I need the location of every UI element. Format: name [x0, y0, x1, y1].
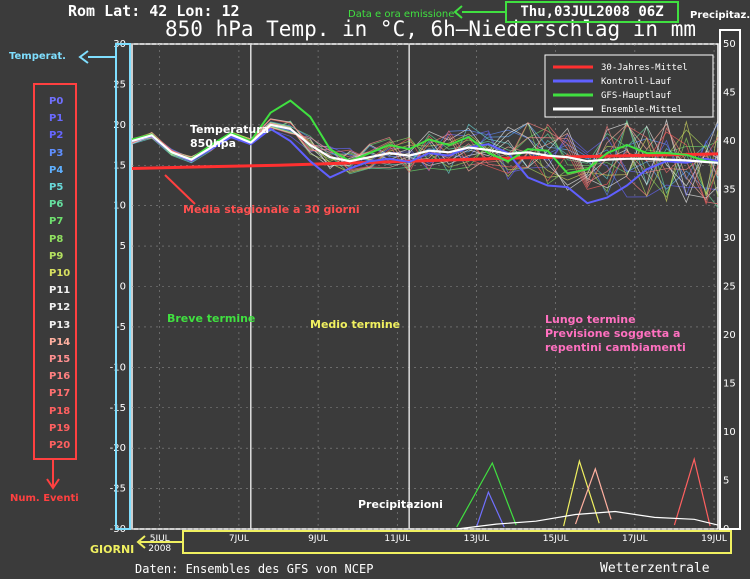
temperature-axis-bracket: [115, 43, 131, 530]
x-tick-label: 17JUL: [622, 534, 648, 544]
y-tick-label: 5: [120, 241, 126, 252]
y2-tick-label: 25: [723, 282, 736, 293]
run-label: P11: [49, 285, 71, 297]
x-tick-label: 13JUL: [464, 534, 490, 544]
run-label: P7: [49, 216, 64, 228]
y-tick-label: -15: [110, 403, 126, 414]
days-arrowhead: [136, 535, 146, 549]
run-arrowhead: [46, 478, 60, 490]
run-label: P19: [49, 422, 71, 434]
y2-tick-label: 40: [723, 136, 736, 147]
long-range-note-2: repentini cambiamenti: [545, 341, 686, 354]
emission-arrowhead: [453, 5, 463, 19]
y-tick-label: 15: [113, 160, 126, 171]
days-axis-bracket: [182, 530, 732, 554]
x-tick-label: 2008: [148, 544, 171, 554]
run-label: P3: [49, 147, 64, 159]
y2-tick-label: 10: [723, 427, 736, 438]
y-tick-label: 0: [120, 282, 126, 293]
x-tick-label: 15JUL: [543, 534, 569, 544]
long-range-annotation: Lungo termine: [545, 313, 636, 326]
y2-tick-label: 35: [723, 185, 736, 196]
seasonal-mean-annotation: Media stagionale a 30 giorni: [183, 203, 360, 216]
long-range-note-1: Previsione soggetta a: [545, 327, 681, 340]
legend-entry: 30-Jahres-Mittel: [601, 63, 688, 73]
y2-tick-label: 5: [723, 476, 729, 487]
precipitation-line: [475, 490, 505, 528]
x-tick-label: 7JUL: [229, 534, 249, 544]
temperature-axis-tag: Temperat.: [9, 51, 66, 62]
y-tick-label: -20: [110, 443, 126, 454]
y2-tick-label: 50: [723, 39, 736, 50]
y2-tick-label: 45: [723, 88, 736, 99]
brand-label: Wetterzentrale: [600, 561, 710, 576]
precipitation-line: [673, 456, 711, 527]
run-label: P15: [49, 354, 71, 365]
run-label: P16: [49, 371, 71, 383]
medium-range-annotation: Medio termine: [310, 318, 401, 331]
location-label: Rom Lat: 42 Lon: 12: [68, 2, 240, 20]
run-label: P0: [49, 96, 64, 107]
x-tick-label: 11JUL: [384, 534, 410, 544]
y-tick-label: -25: [110, 484, 126, 495]
series-line-30-jahres-mittel: [131, 152, 719, 170]
legend-entry: GFS-Hauptlauf: [601, 91, 671, 101]
seasonal-pointer: [164, 174, 196, 205]
temperature-arrowhead: [78, 50, 89, 64]
precipitation-line: [456, 461, 517, 528]
run-label: P12: [49, 302, 71, 314]
data-source: Daten: Ensembles des GFS von NCEP: [135, 562, 374, 576]
series-line-kontroll-lauf: [131, 127, 719, 205]
x-tick-label: 9JUL: [308, 534, 328, 544]
run-label: P1: [49, 113, 64, 125]
emission-datetime: Thu,03JUL2008 06Z: [505, 1, 679, 23]
temperature-annotation-level: 850hpa: [190, 137, 237, 150]
legend-entry: Kontroll-Lauf: [601, 77, 671, 87]
precipitation-line: [456, 510, 719, 530]
y2-tick-label: 20: [723, 330, 736, 341]
run-label: P14: [49, 336, 71, 348]
run-label: P9: [49, 250, 64, 262]
precipitation-annotation: Precipitazioni: [358, 498, 443, 511]
precipitation-axis-tag: Precipitaz.: [690, 10, 750, 21]
precipitation-line: [563, 458, 600, 527]
run-label: P10: [49, 268, 71, 279]
run-label: P5: [49, 182, 64, 193]
y-tick-label: 20: [113, 120, 126, 131]
emission-label: Data e ora emissione: [348, 9, 455, 20]
run-label: P6: [49, 199, 64, 211]
y-tick-label: -5: [116, 322, 126, 333]
y2-tick-label: 15: [723, 379, 736, 390]
precipitation-line: [574, 467, 612, 525]
run-label: P18: [49, 405, 71, 417]
run-label: P20: [49, 440, 71, 451]
ensemble-run-list: P0 P1 P2 P3 P4 P5 P6 P7 P8 P9 P10 P11 P12 P13 P14 P15 P1…: [33, 83, 77, 460]
x-tick-label: 5JUL: [150, 534, 170, 544]
y2-tick-label: 30: [723, 233, 736, 244]
run-label: P2: [49, 130, 64, 142]
x-tick-label: 19JUL: [701, 534, 727, 544]
run-label: P8: [49, 233, 64, 245]
series-line-gfs-hauptlauf: [131, 99, 719, 175]
y-tick-label: 10: [113, 201, 126, 212]
series-line-ensemble-mittel: [131, 123, 719, 164]
legend-entry: Ensemble-Mittel: [601, 105, 682, 115]
temperature-annotation: Temperatura: [190, 123, 270, 136]
run-label: P17: [49, 388, 71, 400]
legend-box: [544, 54, 714, 118]
y-tick-label: -10: [110, 362, 126, 373]
days-axis-tag: GIORNI: [90, 543, 135, 556]
precipitation-axis-bracket: [719, 29, 741, 530]
short-range-annotation: Breve termine: [167, 312, 256, 325]
run-label: P4: [49, 164, 64, 176]
run-count-caption: Num. Eventi: [10, 493, 79, 504]
ensemble-member-line: [131, 120, 719, 203]
run-label: P13: [49, 319, 71, 331]
y-tick-label: 25: [113, 79, 126, 90]
